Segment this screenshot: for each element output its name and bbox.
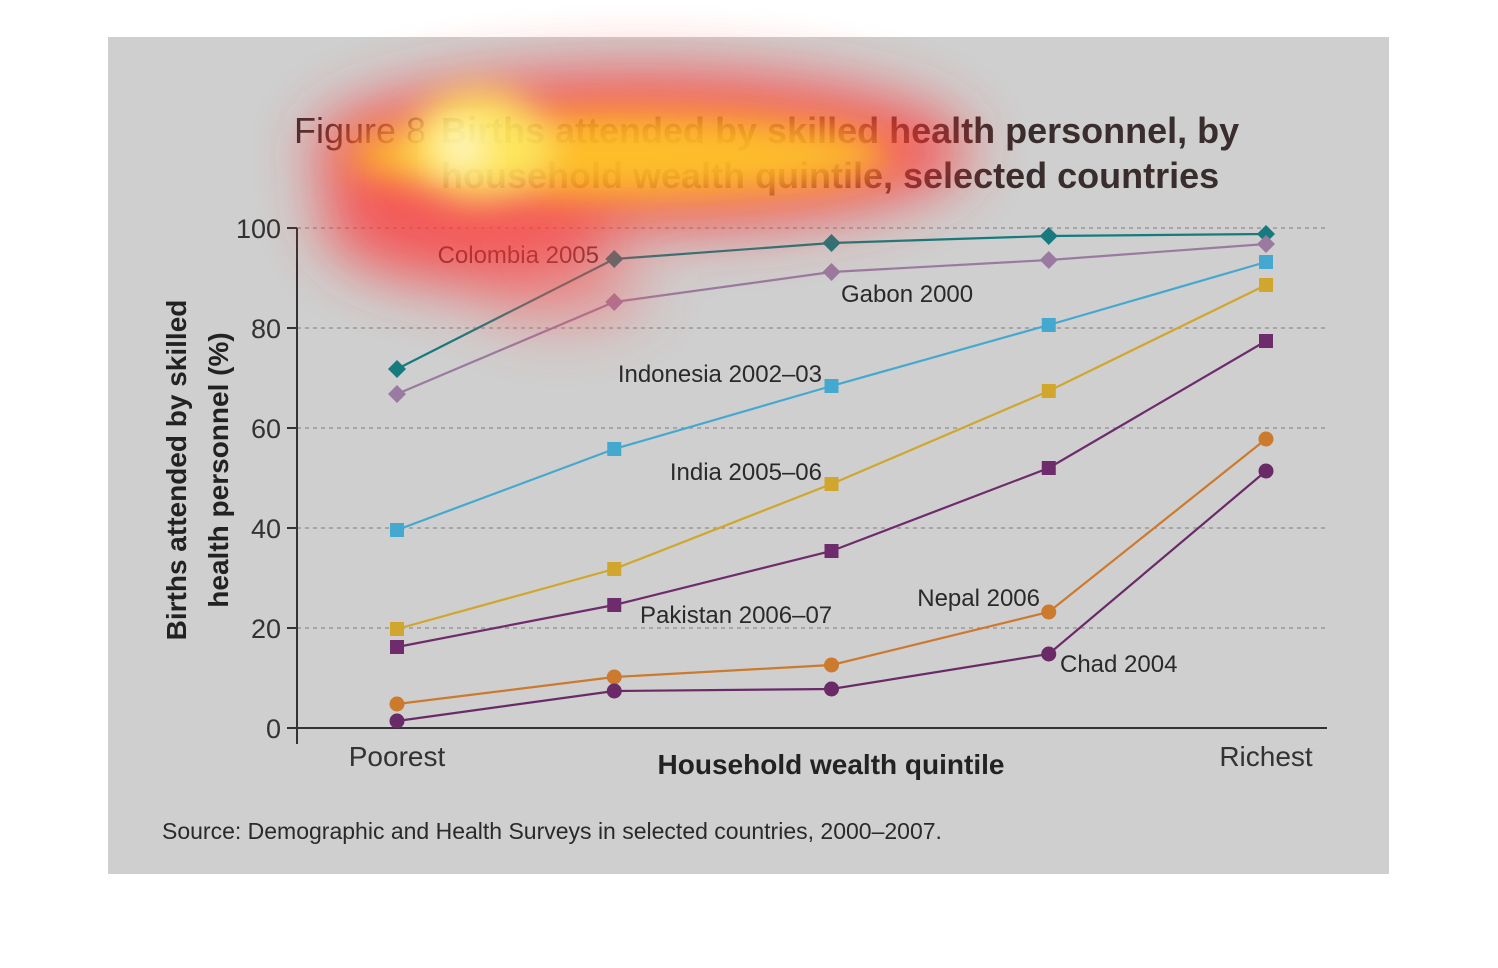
series-label-indonesia: Indonesia 2002–03 xyxy=(618,361,822,388)
data-point xyxy=(824,544,839,558)
series-6 xyxy=(389,463,1274,729)
data-point xyxy=(822,234,841,252)
data-point xyxy=(824,657,839,673)
data-point xyxy=(388,360,406,378)
data-point xyxy=(607,562,622,576)
data-point xyxy=(1041,318,1056,332)
series-5 xyxy=(389,431,1274,712)
x-tick-label: Richest xyxy=(1219,741,1313,772)
data-point xyxy=(1039,227,1058,245)
series-4 xyxy=(390,334,1273,654)
data-point xyxy=(1041,461,1056,475)
data-point xyxy=(389,713,405,729)
series-label-pakistan: Pakistan 2006–07 xyxy=(640,602,832,629)
data-point xyxy=(1041,384,1056,398)
series-group xyxy=(388,225,1275,729)
data-point xyxy=(607,442,622,456)
y-tick-label: 100 xyxy=(236,214,281,244)
y-tick-label: 60 xyxy=(251,414,281,444)
data-point xyxy=(390,640,404,654)
series-1 xyxy=(388,235,1275,403)
x-tick-label: Poorest xyxy=(349,741,446,772)
figure-heading: Figure 8 Births attended by skilled heal… xyxy=(294,110,1239,196)
data-point xyxy=(824,681,839,697)
axes xyxy=(296,228,1327,744)
x-ticks: Poorest Richest xyxy=(349,741,1313,772)
y-tick-label: 20 xyxy=(251,614,281,644)
data-point xyxy=(389,696,405,712)
figure-title-line-1: Births attended by skilled health person… xyxy=(441,110,1239,151)
data-point xyxy=(390,622,404,636)
series-label-india: India 2005–06 xyxy=(670,459,822,486)
y-tick-label: 0 xyxy=(266,714,281,744)
data-point xyxy=(606,669,622,685)
data-point xyxy=(1041,604,1057,620)
data-point xyxy=(1258,431,1274,447)
y-tick-label: 80 xyxy=(251,314,281,344)
source-note: Source: Demographic and Health Surveys i… xyxy=(162,818,942,844)
data-point xyxy=(390,523,404,537)
y-tick-label: 40 xyxy=(251,514,281,544)
data-point xyxy=(605,293,624,311)
figure-label: Figure 8 xyxy=(294,110,426,151)
data-point xyxy=(1257,235,1275,253)
grid xyxy=(297,227,1327,629)
data-point xyxy=(606,683,622,699)
y-axis-title-line-2: health personnel (%) xyxy=(203,332,234,607)
series-2 xyxy=(390,255,1273,537)
data-point xyxy=(388,385,406,403)
data-point xyxy=(607,598,622,612)
series-label-nepal: Nepal 2006 xyxy=(917,585,1040,612)
series-label-chad: Chad 2004 xyxy=(1060,651,1177,678)
data-point xyxy=(1259,334,1273,348)
series-label-colombia: Colombia 2005 xyxy=(438,242,599,269)
data-point xyxy=(1041,646,1057,662)
x-axis-title: Household wealth quintile xyxy=(658,749,1005,780)
figure-title-line-2: household wealth quintile, selected coun… xyxy=(441,155,1219,196)
data-point xyxy=(824,379,839,393)
data-point xyxy=(824,477,839,491)
data-point xyxy=(605,250,624,268)
y-axis-title-line-1: Births attended by skilled xyxy=(161,300,192,641)
series-3 xyxy=(390,278,1273,636)
y-axis-title: Births attended by skilled health person… xyxy=(161,300,234,641)
data-point xyxy=(1258,463,1274,479)
y-ticks: 0 20 40 60 80 100 xyxy=(236,214,297,744)
series-label-gabon: Gabon 2000 xyxy=(841,281,973,308)
data-point xyxy=(1259,278,1273,292)
series-line xyxy=(396,284,1267,631)
series-labels: Colombia 2005 Gabon 2000 Indonesia 2002–… xyxy=(438,242,1178,678)
data-point xyxy=(1257,225,1275,243)
data-point xyxy=(822,263,841,281)
data-point xyxy=(1259,255,1273,269)
data-point xyxy=(1039,251,1058,269)
